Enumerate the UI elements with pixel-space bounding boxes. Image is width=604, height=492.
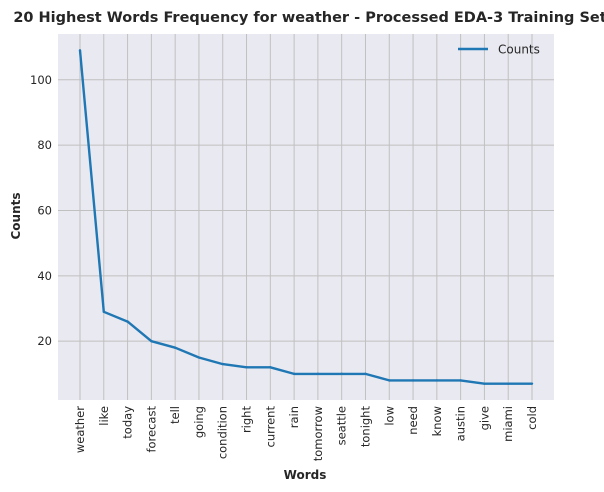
data-point: [292, 372, 296, 376]
data-point: [126, 320, 129, 323]
y-tick-label: 60: [37, 203, 52, 217]
data-point: [459, 379, 462, 382]
y-tick-label: 20: [37, 334, 52, 348]
y-tick-label: 100: [30, 73, 52, 87]
x-tick-label: going: [192, 406, 206, 438]
x-tick-label: miami: [501, 406, 515, 442]
x-tick-label: cold: [525, 406, 539, 430]
data-point: [173, 346, 177, 349]
data-point: [388, 379, 391, 382]
x-tick-label: give: [477, 406, 491, 430]
x-tick-label: tell: [168, 406, 182, 424]
x-tick-label: know: [430, 406, 444, 436]
series-line-counts: [78, 50, 532, 385]
x-tick-label: rain: [287, 406, 301, 428]
x-tick-label: current: [263, 406, 277, 448]
data-point: [316, 372, 320, 376]
y-axis-label: Counts: [9, 192, 23, 239]
data-point: [78, 49, 82, 52]
x-tick-label: forecast: [144, 406, 158, 453]
x-tick-label: seattle: [335, 406, 349, 445]
x-tick-label: tomorrow: [311, 406, 325, 461]
legend: Counts: [458, 43, 540, 57]
grid-lines: [58, 34, 554, 400]
data-point: [364, 372, 367, 376]
data-point: [102, 310, 105, 313]
data-point: [507, 382, 510, 385]
x-tick-label: austin: [454, 406, 468, 441]
x-tick-label: tonight: [358, 406, 372, 448]
x-tick-label: right: [240, 406, 254, 434]
x-axis-ticks: weather like today forecast tell going conditi…: [73, 406, 539, 462]
y-axis-ticks: 20 40 60 80 100: [30, 73, 52, 348]
x-tick-label: low: [382, 406, 396, 426]
x-axis-label: Words: [284, 468, 327, 482]
plot-area: [58, 34, 554, 400]
x-tick-label: today: [121, 406, 135, 439]
y-tick-label: 80: [37, 138, 52, 152]
data-point: [221, 362, 224, 366]
data-point: [245, 366, 248, 369]
data-point: [483, 382, 486, 385]
data-points: [78, 49, 534, 385]
data-point: [269, 366, 272, 369]
y-tick-label: 40: [37, 269, 52, 283]
chart-title: 20 Highest Words Frequency for weather -…: [13, 10, 604, 26]
data-point: [411, 379, 415, 382]
x-tick-label: need: [406, 406, 420, 435]
legend-label-counts: Counts: [498, 43, 540, 57]
data-point: [197, 356, 201, 359]
x-tick-label: like: [97, 406, 111, 426]
data-point: [435, 379, 439, 382]
data-point: [340, 372, 343, 376]
data-point: [150, 339, 153, 343]
x-tick-label: weather: [73, 406, 87, 453]
data-point: [530, 382, 534, 385]
x-tick-label: condition: [216, 406, 230, 459]
